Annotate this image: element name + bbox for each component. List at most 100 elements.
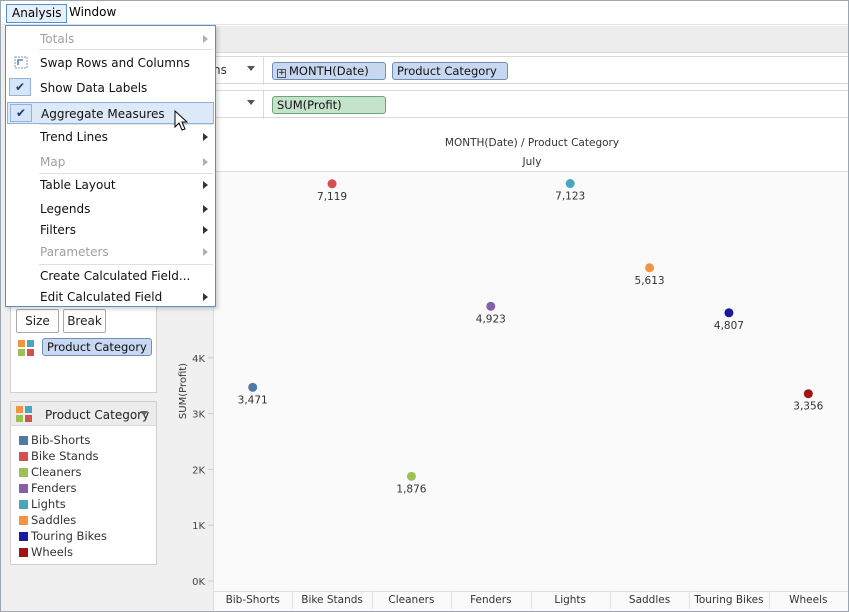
columns-shelf-label: ns — [213, 63, 227, 77]
pill-month-date-label: MONTH(Date) — [289, 64, 369, 78]
menu-item-aggregate-measures[interactable]: ✔ Aggregate Measures — [7, 102, 214, 124]
menu-item-label: Edit Calculated Field — [40, 290, 163, 304]
menu-item-map: Map — [7, 151, 214, 173]
data-label: 3,471 — [238, 394, 268, 406]
legend-item[interactable]: Touring Bikes — [19, 528, 107, 544]
pill-month-date[interactable]: + MONTH(Date) — [272, 62, 386, 80]
x-tick-label: Bib-Shorts — [226, 594, 280, 606]
submenu-arrow-icon — [203, 181, 208, 189]
legend-item[interactable]: Wheels — [19, 544, 73, 560]
chart-background — [213, 121, 848, 611]
x-tick-label: Bike Stands — [301, 594, 363, 606]
menu-item-legends[interactable]: Legends — [7, 198, 214, 220]
pill-product-category[interactable]: Product Category — [392, 62, 508, 80]
legend-item-label: Fenders — [31, 481, 77, 495]
submenu-arrow-icon — [203, 133, 208, 141]
chart-header-title: MONTH(Date) / Product Category — [445, 137, 619, 149]
data-point — [645, 263, 655, 273]
x-tick-label: Wheels — [789, 594, 827, 606]
legend-item[interactable]: Bike Stands — [19, 448, 99, 464]
y-tick-label: 4K — [192, 354, 205, 365]
menu-window[interactable]: Window — [69, 5, 117, 19]
pill-sum-profit[interactable]: SUM(Profit) — [272, 96, 386, 114]
x-tick-label: Cleaners — [388, 594, 434, 606]
menu-bar: Analysis Window — [1, 1, 848, 25]
mouse-cursor-icon — [174, 110, 189, 131]
legend-header[interactable]: Product Category — [11, 402, 156, 426]
legend-item-label: Bib-Shorts — [31, 433, 91, 447]
chevron-down-icon[interactable] — [140, 411, 148, 416]
menu-item-label: Parameters — [40, 245, 109, 259]
menu-item-label: Totals — [40, 32, 75, 46]
break-button[interactable]: Break — [63, 309, 106, 333]
y-axis-label: SUM(Profit) — [178, 363, 189, 419]
data-point — [327, 179, 337, 189]
legend-item-label: Wheels — [31, 545, 73, 559]
data-point — [486, 301, 496, 311]
marks-card: Size Break Product Category — [10, 301, 157, 393]
menu-separator — [39, 173, 213, 174]
data-label: 5,613 — [635, 275, 665, 287]
menu-item-label: Show Data Labels — [40, 81, 148, 95]
expand-plus-icon[interactable]: + — [277, 68, 286, 78]
size-button[interactable]: Size — [16, 309, 59, 333]
legend-swatch — [19, 500, 28, 509]
legend-swatch — [19, 452, 28, 461]
swap-icon — [14, 56, 28, 69]
legend-item[interactable]: Cleaners — [19, 464, 81, 480]
menu-item-label: Filters — [40, 223, 76, 237]
menu-item-trend-lines[interactable]: Trend Lines — [7, 126, 214, 148]
legend-item[interactable]: Fenders — [19, 480, 76, 496]
x-tick-label: Lights — [554, 594, 586, 606]
color-grid-icon — [16, 406, 32, 422]
menu-separator — [39, 264, 213, 265]
menu-item-label: Trend Lines — [40, 130, 108, 144]
menu-item-label: Table Layout — [40, 178, 116, 192]
submenu-arrow-icon — [203, 248, 208, 256]
menu-item-create-calculated-field[interactable]: Create Calculated Field... — [7, 265, 214, 287]
data-label: 7,123 — [555, 191, 585, 203]
analysis-menu: Totals Swap Rows and Columns ✔ Show Data La… — [5, 25, 216, 307]
legend-item[interactable]: Bib-Shorts — [19, 432, 90, 448]
data-label: 3,356 — [793, 401, 823, 413]
menu-separator — [39, 124, 213, 125]
checkmark-icon: ✔ — [10, 104, 32, 122]
legend-title: Product Category — [45, 408, 150, 422]
color-grid-icon — [18, 340, 34, 356]
scatter-chart: MONTH(Date) / Product Category July 0K 1K 2K… — [178, 121, 848, 611]
y-tick-label: 0K — [192, 577, 205, 588]
menu-analysis[interactable]: Analysis — [6, 4, 68, 23]
chevron-down-icon[interactable] — [247, 100, 255, 105]
chart-header-background — [213, 121, 848, 171]
menu-item-show-data-labels[interactable]: ✔ Show Data Labels — [7, 77, 214, 99]
menu-separator — [39, 49, 213, 50]
x-tick-label: Touring Bikes — [693, 594, 763, 606]
legend-swatch — [19, 436, 28, 445]
menu-item-swap-rows-and-columns[interactable]: Swap Rows and Columns — [7, 52, 214, 74]
x-tick-label: Saddles — [629, 594, 670, 606]
submenu-arrow-icon — [203, 158, 208, 166]
menu-item-filters[interactable]: Filters — [7, 219, 214, 241]
x-tick-label: Fenders — [470, 594, 512, 606]
checkmark-icon: ✔ — [9, 78, 31, 96]
columns-shelf[interactable]: ns + MONTH(Date) Product Category — [213, 56, 848, 85]
marks-color-pill[interactable]: Product Category — [42, 338, 152, 356]
shelf-divider — [263, 91, 264, 119]
legend-item[interactable]: Lights — [19, 496, 66, 512]
menu-item-edit-calculated-field[interactable]: Edit Calculated Field — [7, 286, 214, 308]
data-point — [406, 471, 416, 481]
menu-item-label: Legends — [40, 202, 91, 216]
data-point — [803, 389, 813, 399]
legend-item[interactable]: Saddles — [19, 512, 76, 528]
chevron-down-icon[interactable] — [247, 66, 255, 71]
legend-item-label: Saddles — [31, 513, 77, 527]
legend-item-label: Lights — [31, 497, 66, 511]
rows-shelf[interactable]: SUM(Profit) — [213, 90, 848, 119]
menu-item-label: Create Calculated Field... — [40, 269, 191, 283]
shelf-divider — [263, 57, 264, 85]
data-label: 7,119 — [317, 191, 347, 203]
menu-item-table-layout[interactable]: Table Layout — [7, 174, 214, 196]
menu-item-label: Map — [40, 155, 66, 169]
y-tick-label: 3K — [192, 410, 205, 421]
